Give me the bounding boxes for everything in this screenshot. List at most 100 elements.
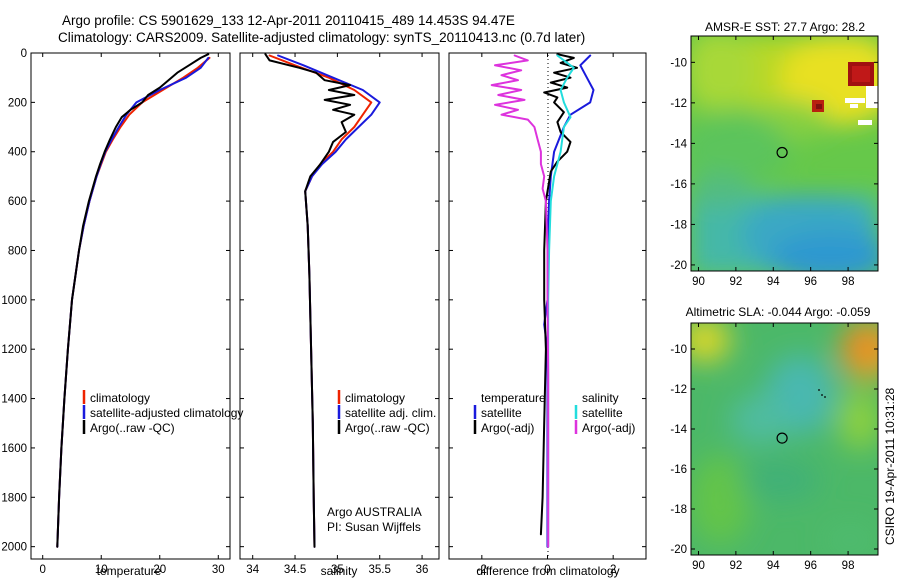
- sla-map-title: Altimetric SLA: -0.044 Argo: -0.059: [686, 305, 871, 319]
- y-tick-label: -20: [670, 260, 687, 272]
- y-tick-label: -10: [670, 344, 687, 356]
- legend-label-argo: Argo(..raw -QC): [345, 421, 430, 435]
- legend-label-climatology: climatology: [345, 391, 405, 405]
- x-tick-label: 0: [40, 564, 46, 576]
- x-tick-label: 92: [729, 276, 742, 288]
- annotation-pi-name: PI: Susan Wijffels: [327, 520, 421, 534]
- series-line-satellite-adjusted-climatology: [56, 56, 210, 548]
- x-tick-label: 98: [842, 276, 855, 288]
- sst-map-frame: [690, 35, 879, 272]
- y-tick-label: 400: [8, 147, 27, 159]
- y-tick-label: 1000: [1, 295, 27, 307]
- y-tick-label: 1600: [1, 443, 27, 455]
- series-line-temperature-argo-adj: [539, 53, 578, 536]
- y-tick-label: 800: [8, 245, 27, 257]
- y-tick-label: 200: [8, 97, 27, 109]
- argo-location-marker: [776, 146, 788, 159]
- salinity-lines: [264, 53, 381, 548]
- series-line-salinity-argo-adj: [490, 54, 550, 548]
- sst-heatmap: [691, 36, 878, 271]
- difference-xlabel: difference from climatology: [476, 564, 619, 578]
- y-tick-label: 0: [21, 48, 27, 60]
- legend-label-temp-argo: Argo(-adj): [481, 421, 534, 435]
- legend-label-salt-argo: Argo(-adj): [582, 421, 635, 435]
- x-tick-label: 90: [692, 276, 705, 288]
- sst-map-panel: AMSR-E SST: 27.7 Argo: 28.2: [670, 20, 879, 288]
- y-tick-label: -16: [670, 179, 687, 191]
- difference-panel: -2 0 2 difference from climatology tempera…: [448, 52, 647, 578]
- annotation-argo-australia: Argo AUSTRALIA: [327, 505, 422, 519]
- series-line-argo-raw-qc: [56, 53, 210, 548]
- temperature-panel: 0 10 20 30 0 200 400 600 800 1000 1200 1400 1600 1800…: [1, 48, 243, 578]
- x-tick-label: 90: [692, 560, 705, 572]
- series-line-salinity-satellite: [547, 54, 575, 548]
- y-tick-label: -16: [670, 464, 687, 476]
- legend-label-argo: Argo(..raw -QC): [90, 421, 175, 435]
- temperature-lines: [56, 53, 211, 548]
- y-tick-label: -10: [670, 57, 687, 69]
- y-tick-label: -18: [670, 219, 687, 231]
- sst-map-title: AMSR-E SST: 27.7 Argo: 28.2: [705, 20, 865, 34]
- legend-title-salinity: salinity: [582, 391, 619, 405]
- salinity-xlabel: salinity: [321, 564, 358, 578]
- y-tick-label: 2000: [1, 542, 27, 554]
- temperature-axes-frame: [30, 52, 231, 560]
- x-tick-label: 94: [767, 276, 780, 288]
- x-tick-label: 34: [246, 564, 259, 576]
- y-tick-label: 600: [8, 196, 27, 208]
- y-tick-label: -12: [670, 384, 687, 396]
- y-tick-label: -14: [670, 138, 687, 150]
- figure-subtitle: Climatology: CARS2009. Satellite-adjuste…: [58, 30, 585, 45]
- series-line-temperature-satellite: [543, 54, 595, 548]
- y-tick-label: -12: [670, 98, 687, 110]
- salinity-ticks: 34 34.5 35 35.5 36: [240, 52, 439, 576]
- salinity-axes-frame: [239, 52, 440, 560]
- series-line-climatology: [56, 56, 211, 548]
- salinity-legend: climatology satellite adj. clim. Argo(..…: [337, 390, 436, 435]
- legend-label-salt-satellite: satellite: [582, 406, 623, 420]
- y-tick-label: -14: [670, 424, 687, 436]
- sla-map-frame: [690, 322, 879, 556]
- y-tick-label: -20: [670, 544, 687, 556]
- x-tick-label: 30: [212, 564, 225, 576]
- x-tick-label: 98: [842, 560, 855, 572]
- y-tick-label: 1400: [1, 394, 27, 406]
- x-tick-label: 96: [804, 560, 817, 572]
- argo-location-marker: [776, 432, 788, 444]
- legend-label-satellite: satellite-adjusted climatology: [90, 406, 243, 420]
- sst-map-ticks: 90 92 94 96 98 -10 -12 -14 -16 -18 -20: [670, 36, 878, 288]
- series-line-argo-raw-qc: [264, 53, 356, 548]
- x-tick-label: 20: [153, 564, 166, 576]
- y-tick-label: -18: [670, 504, 687, 516]
- x-tick-label: 36: [416, 564, 429, 576]
- x-tick-label: 92: [729, 560, 742, 572]
- y-tick-label: 1200: [1, 344, 27, 356]
- figure-title: Argo profile: CS 5901629_133 12-Apr-2011…: [62, 13, 515, 28]
- difference-lines: [490, 53, 595, 548]
- temperature-ticks: 0 10 20 30 0 200 400 600 800 1000 1200 1400 1600 1800…: [1, 48, 230, 576]
- x-tick-label: 0: [544, 564, 550, 576]
- sla-map-panel: Altimetric SLA: -0.044 Argo: -0.059 90 92…: [670, 305, 879, 572]
- difference-ticks: -2 0 2: [449, 52, 646, 576]
- x-tick-label: 34.5: [284, 564, 306, 576]
- temperature-legend: climatology satellite-adjusted climatolo…: [82, 390, 243, 435]
- legend-title-temperature: temperature: [481, 391, 546, 405]
- series-line-satellite-adj-clim: [277, 54, 381, 548]
- temperature-xlabel: temperature: [97, 564, 162, 578]
- difference-legend: temperature satellite Argo(-adj) salinit…: [473, 391, 635, 435]
- x-tick-label: 96: [804, 276, 817, 288]
- x-tick-label: -2: [477, 564, 487, 576]
- salinity-panel: 34 34.5 35 35.5 36 salinity climatology sate…: [239, 52, 440, 578]
- timestamp-stamp: CSIRO 19-Apr-2011 10:31:28: [883, 387, 897, 545]
- x-tick-label: 94: [767, 560, 780, 572]
- legend-label-satellite: satellite adj. clim.: [345, 406, 436, 420]
- x-tick-label: 10: [95, 564, 108, 576]
- sla-map-ticks: 90 92 94 96 98 -10 -12 -14 -16 -18 -20: [670, 323, 878, 572]
- legend-label-climatology: climatology: [90, 391, 150, 405]
- legend-label-temp-satellite: satellite: [481, 406, 522, 420]
- y-tick-label: 1800: [1, 492, 27, 504]
- x-tick-label: 35: [331, 564, 344, 576]
- x-tick-label: 35.5: [369, 564, 391, 576]
- x-tick-label: 2: [610, 564, 616, 576]
